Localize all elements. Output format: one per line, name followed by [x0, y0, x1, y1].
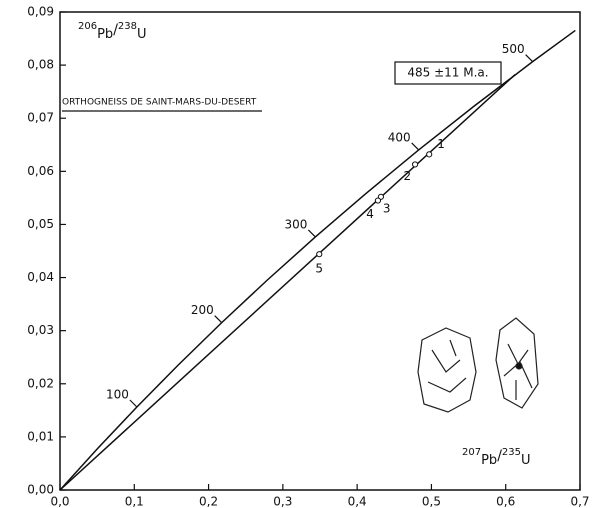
point-label: 5 — [315, 262, 323, 276]
y-tick-label: 0,03 — [27, 323, 54, 337]
y-tick-label: 0,09 — [27, 5, 54, 19]
y-tick-label: 0,01 — [27, 429, 54, 443]
age-tick — [129, 399, 138, 408]
point-label: 4 — [366, 207, 374, 221]
y-tick-label: 0,05 — [27, 217, 54, 231]
chart-title: ORTHOGNEISS DE SAINT-MARS-DU-DESERT — [62, 98, 257, 108]
x-tick-label: 0,2 — [199, 495, 218, 508]
x-label-den-mass: 235 — [502, 447, 521, 458]
age-label: 200 — [191, 303, 214, 317]
zircon-1-detail — [427, 339, 467, 393]
age-label: 300 — [284, 217, 307, 231]
x-tick-label: 0,6 — [496, 495, 515, 508]
point-label: 1 — [437, 137, 445, 151]
point-label: 3 — [383, 201, 391, 215]
data-point — [374, 197, 382, 204]
data-point — [411, 161, 419, 168]
y-label-num-mass: 206 — [78, 21, 97, 32]
x-tick-label: 0,5 — [422, 495, 441, 508]
age-label: 500 — [502, 42, 525, 56]
y-label-den-mass: 238 — [118, 21, 137, 32]
x-tick-label: 0,0 — [50, 495, 69, 508]
x-axis-label: 207Pb/235U — [462, 447, 531, 468]
zircon-sketches — [417, 317, 539, 413]
age-tick — [214, 315, 223, 324]
x-label-num-el: Pb — [481, 453, 497, 468]
annotation: 485 ±11 M.a. — [407, 66, 488, 80]
y-label-num-el: Pb — [97, 27, 113, 42]
y-tick-label: 0,00 — [27, 483, 54, 497]
zircon-1 — [417, 327, 477, 413]
zircon-2-core — [515, 362, 523, 370]
y-label-slash: / — [113, 22, 118, 38]
y-tick-label: 0,06 — [27, 164, 54, 178]
age-tick — [525, 54, 534, 63]
x-tick-label: 0,7 — [570, 495, 589, 508]
plot-frame — [59, 11, 581, 491]
age-tick — [411, 142, 420, 151]
data-point — [316, 251, 323, 258]
x-label-num-mass: 207 — [462, 447, 481, 458]
annotation-box — [394, 61, 502, 85]
age-label: 100 — [106, 387, 129, 401]
x-tick-label: 0,1 — [125, 495, 144, 508]
y-axis-label: 206Pb/238U — [78, 21, 147, 42]
x-tick-label: 0,4 — [348, 495, 367, 508]
x-tick-label: 0,3 — [273, 495, 292, 508]
y-tick-label: 0,04 — [27, 270, 54, 284]
x-label-slash: / — [497, 448, 502, 464]
concordia-curve — [59, 29, 576, 491]
point-label: 2 — [403, 169, 411, 183]
age-label: 400 — [388, 130, 411, 144]
y-tick-label: 0,02 — [27, 376, 54, 390]
discordia-line — [59, 73, 516, 491]
y-label-den-el: U — [137, 27, 147, 42]
age-tick — [307, 229, 316, 238]
data-point — [426, 151, 433, 158]
x-label-den-el: U — [521, 453, 531, 468]
y-tick-label: 0,07 — [27, 111, 54, 125]
y-tick-label: 0,08 — [27, 58, 54, 72]
